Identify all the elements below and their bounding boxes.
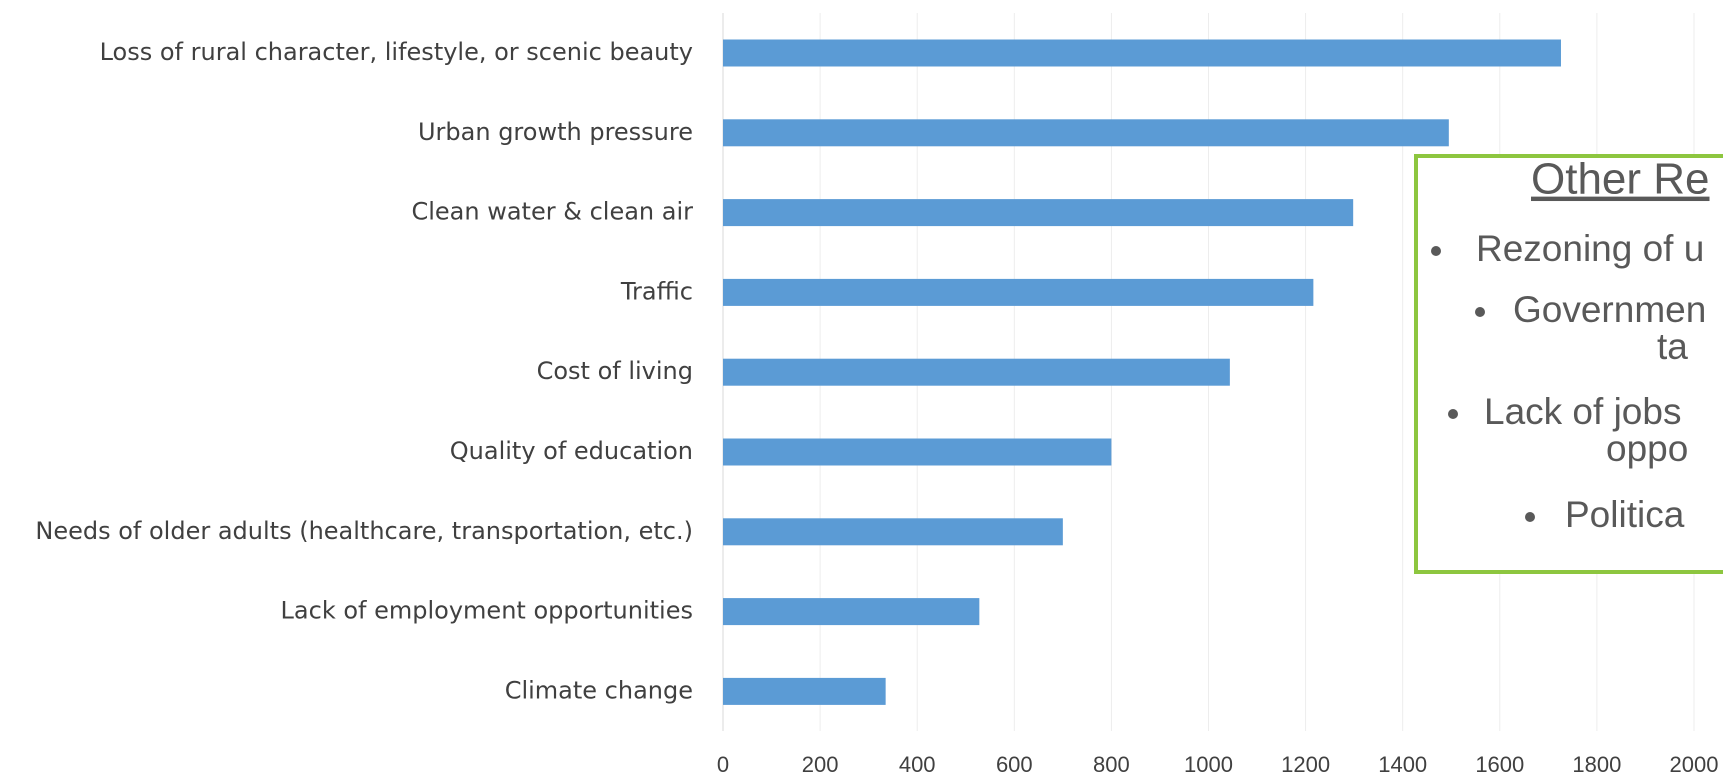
x-tick-label: 200	[802, 752, 839, 777]
x-tick-label: 1000	[1184, 752, 1233, 777]
x-tick-label: 0	[717, 752, 729, 777]
y-tick-label: Loss of rural character, lifestyle, or s…	[100, 38, 693, 66]
annotation-item: Governmen	[1513, 289, 1706, 330]
annotation-box	[1414, 154, 1723, 574]
bar	[723, 518, 1063, 546]
bar	[723, 358, 1230, 386]
y-tick-label: Cost of living	[537, 357, 693, 385]
bar	[723, 598, 980, 626]
bar	[723, 438, 1112, 466]
bar	[723, 278, 1314, 306]
bar	[723, 39, 1561, 67]
y-tick-label: Needs of older adults (healthcare, trans…	[35, 517, 693, 545]
bullet	[1448, 409, 1458, 419]
x-tick-label: 600	[996, 752, 1033, 777]
y-tick-label: Lack of employment opportunities	[281, 597, 693, 625]
annotation-item: oppo	[1606, 428, 1688, 469]
bullet	[1525, 512, 1535, 522]
bar	[723, 677, 886, 705]
x-tick-label: 1600	[1475, 752, 1524, 777]
x-tick-label: 1400	[1378, 752, 1427, 777]
bullet	[1431, 246, 1441, 256]
annotation-item: ta	[1657, 326, 1688, 367]
y-tick-label: Traffic	[620, 277, 693, 305]
bullet	[1475, 307, 1485, 317]
bar	[723, 199, 1354, 227]
annotation-title: Other Re	[1531, 155, 1710, 204]
x-tick-label: 1200	[1281, 752, 1330, 777]
y-tick-label: Clean water & clean air	[411, 198, 693, 226]
annotation-item: Rezoning of u	[1476, 228, 1704, 269]
annotation-item: Lack of jobs	[1484, 391, 1681, 432]
annotation-item: Politica	[1565, 494, 1685, 535]
y-tick-label: Quality of education	[450, 437, 693, 465]
x-tick-label: 1800	[1572, 752, 1621, 777]
y-tick-label: Urban growth pressure	[418, 118, 693, 146]
x-tick-label: 400	[899, 752, 936, 777]
x-tick-label: 800	[1093, 752, 1130, 777]
x-tick-label: 2000	[1670, 752, 1719, 777]
bar	[723, 119, 1449, 147]
y-tick-label: Climate change	[505, 676, 693, 704]
